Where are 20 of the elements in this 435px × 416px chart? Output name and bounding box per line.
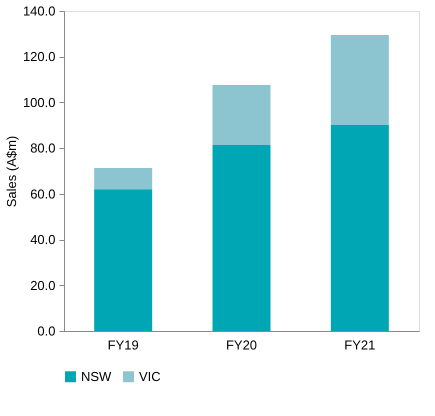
y-tick-label: 20.0: [30, 278, 56, 293]
y-tick-label: 60.0: [30, 186, 56, 202]
bar: [330, 35, 389, 126]
bar: [330, 125, 389, 331]
bar: [94, 189, 152, 331]
legend-label: VIC: [139, 368, 161, 384]
y-axis-title: Sales (A$m): [4, 136, 19, 208]
y-tick-label: 120.0: [22, 49, 56, 64]
y-tick-label: 140.0: [22, 4, 56, 18]
bar: [212, 85, 270, 145]
y-tick-label: 0.0: [37, 324, 56, 338]
x-tick-label: FY20: [226, 338, 258, 352]
legend-label: NSW: [81, 368, 112, 384]
y-tick-label: 100.0: [22, 94, 56, 110]
x-tick-label: FY21: [344, 338, 376, 352]
bar: [94, 168, 152, 190]
bar: [212, 144, 270, 331]
y-tick-label: 80.0: [30, 140, 56, 156]
x-tick-label: FY19: [108, 338, 139, 352]
y-tick-label: 40.0: [30, 232, 56, 248]
